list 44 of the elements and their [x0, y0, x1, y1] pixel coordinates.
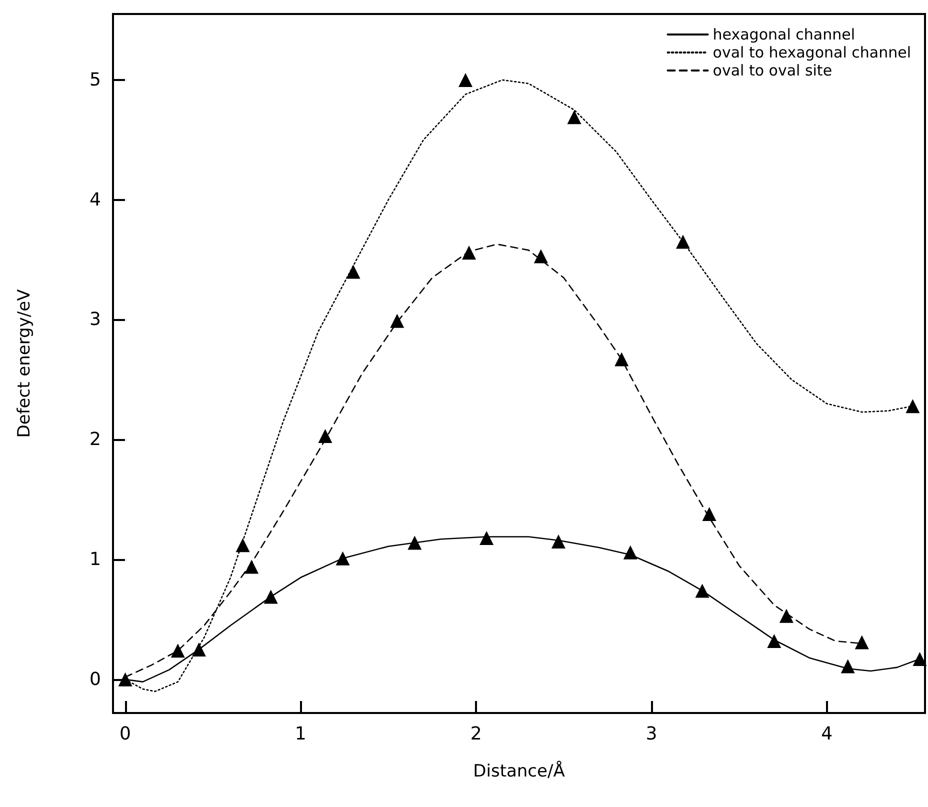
point: [346, 264, 360, 279]
point: [458, 72, 473, 87]
point: [408, 536, 422, 550]
point: [318, 429, 332, 444]
x-tick-label: 2: [470, 724, 482, 744]
point: [336, 551, 350, 566]
point: [480, 530, 494, 545]
y-tick-label: 3: [90, 309, 101, 330]
point: [854, 635, 869, 650]
y-tick-label: 0: [90, 668, 101, 690]
x-tick-label: 1: [294, 724, 306, 744]
x-axis-title: Distance/Å: [473, 760, 566, 782]
point: [462, 246, 476, 260]
point: [623, 545, 638, 560]
point: [767, 634, 782, 648]
point: [170, 644, 185, 658]
point: [906, 399, 920, 414]
point: [390, 314, 404, 328]
x-tick-label: 0: [120, 724, 132, 744]
x-tick-label: 4: [821, 724, 833, 744]
legend-label: oval to hexagonal channel: [712, 44, 912, 62]
point: [695, 584, 710, 598]
y-tick-label: 5: [90, 69, 101, 90]
point: [244, 560, 259, 574]
point: [567, 110, 582, 124]
point: [118, 672, 132, 686]
point: [702, 506, 716, 521]
y-tick-label: 1: [90, 549, 101, 570]
x-tick-label: 3: [646, 724, 658, 744]
point: [236, 538, 250, 552]
legend-label: oval to oval site: [712, 62, 832, 80]
point: [614, 352, 629, 366]
y-axis-title: Defect energy/eV: [14, 288, 34, 438]
point: [779, 608, 794, 623]
y-tick-label: 2: [90, 429, 101, 450]
point: [264, 590, 278, 604]
point: [534, 249, 548, 264]
legend-label: hexagonal channel: [712, 26, 855, 44]
point: [676, 234, 690, 249]
point: [192, 642, 206, 656]
point: [551, 534, 566, 549]
y-tick-label: 4: [90, 189, 101, 210]
point: [840, 659, 855, 674]
point: [912, 652, 927, 666]
